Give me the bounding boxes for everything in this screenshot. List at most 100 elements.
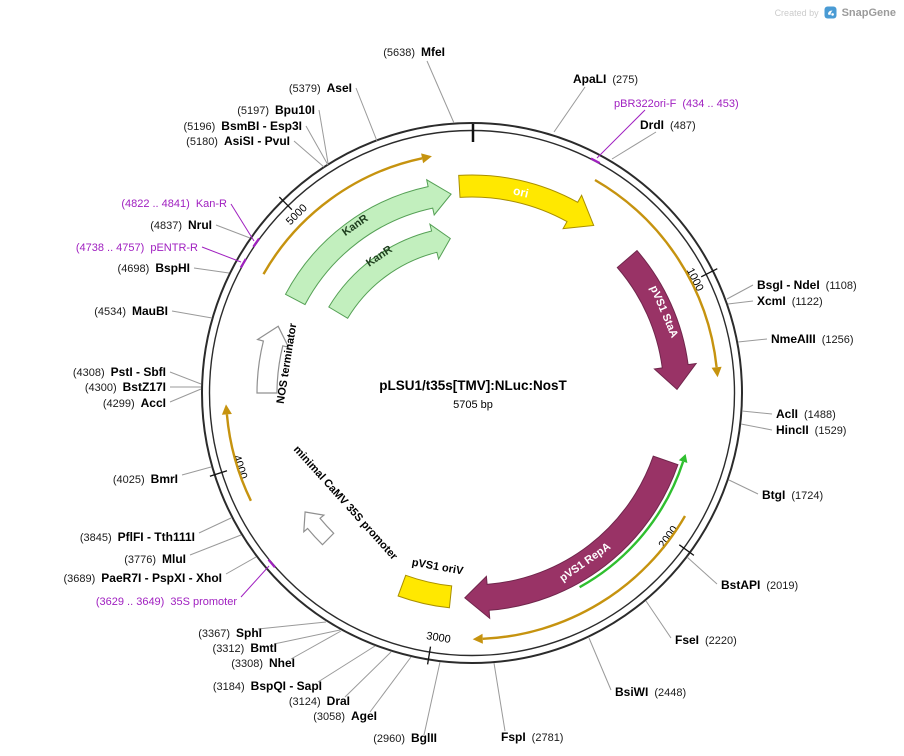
site-label-nhei[interactable]: (3308) NheI (231, 656, 295, 670)
gold-region-arcs (225, 157, 718, 640)
site-label-mfei[interactable]: (5638) MfeI (383, 45, 445, 59)
site-label-nmeaiii[interactable]: NmeAIII (1256) (771, 332, 853, 346)
site-label-agei[interactable]: (3058) AgeI (313, 709, 377, 723)
scale-tick-2000 (678, 544, 695, 556)
leader-line (305, 125, 329, 166)
primer-label-pentr-r[interactable]: (4738 .. 4757) pENTR-R (76, 242, 198, 254)
feature-pvs1-oriv[interactable] (397, 574, 453, 609)
leader-line (317, 645, 376, 683)
leader-line (257, 621, 327, 630)
site-label-fspi[interactable]: FspI (2781) (501, 730, 563, 744)
site-label-xcmi[interactable]: XcmI (1122) (757, 294, 823, 308)
site-label-bpu10i[interactable]: (5197) Bpu10I (237, 103, 315, 117)
site-label-bsiwi[interactable]: BsiWI (2448) (615, 685, 686, 699)
site-label-drdi[interactable]: DrdI (487) (640, 118, 696, 132)
primer-label-pbr322ori-f[interactable]: pBR322ori-F (434 .. 453) (614, 98, 739, 110)
gold-feature-arc-bottom[interactable] (482, 515, 687, 640)
feature-label-35s-promoter[interactable]: (3629 .. 3649) 35S promoter (96, 596, 237, 608)
primer-label-kan-r[interactable]: (4822 .. 4841) Kan-R (121, 198, 227, 210)
feature-label-ori[interactable]: ori (512, 184, 530, 201)
site-label-asei[interactable]: (5379) AseI (289, 81, 352, 95)
site-label-mlui[interactable]: (3776) MluI (124, 552, 186, 566)
leader-line (169, 371, 202, 385)
site-label-acci[interactable]: (4299) AccI (103, 396, 166, 410)
site-label-pflfi-tth111i[interactable]: (3845) PflFI - Tth111I (80, 530, 195, 544)
leader-line (290, 630, 342, 660)
green-feature-arc[interactable] (579, 461, 685, 589)
leader-line (369, 656, 412, 713)
site-label-psti-sbfi[interactable]: (4308) PstI - SbfI (73, 365, 166, 379)
feature-ori[interactable] (458, 174, 595, 230)
plasmid-title: pLSU1/t35s[TMV]:NLuc:NosT (379, 378, 567, 393)
feature-label-camv-promoter[interactable]: minimal CaMV 35S promoter (291, 444, 400, 563)
leader-line (171, 310, 213, 319)
leader-line (726, 284, 754, 300)
feature-pvs1-repa[interactable] (464, 455, 679, 620)
leader-line (737, 338, 768, 343)
site-label-nrui[interactable]: (4837) NruI (150, 218, 212, 232)
site-label-bglii[interactable]: (2960) BglII (373, 731, 437, 745)
site-label-bmri[interactable]: (4025) BmrI (113, 472, 178, 486)
site-label-bspqi-sapi[interactable]: (3184) BspQI - SapI (213, 679, 322, 693)
gold-feature-arc-right[interactable] (594, 178, 718, 368)
site-label-bstz17i[interactable]: (4300) BstZ17I (85, 380, 166, 394)
feature-camv-promoter-arrow[interactable] (303, 511, 335, 546)
leader-line (198, 517, 232, 534)
site-label-sphi[interactable]: (3367) SphI (198, 626, 262, 640)
leader-line (193, 267, 230, 274)
leader-line (741, 410, 773, 415)
leader-line (344, 651, 392, 698)
feature-kanr-inner[interactable] (328, 223, 451, 319)
site-label-paer7i-pspxi-xhoi[interactable]: (3689) PaeR7I - PspXI - XhoI (64, 571, 223, 585)
leader-line (355, 87, 378, 142)
primer-mark-pentr-r[interactable] (239, 258, 247, 269)
primer-mark-pbr322ori-f[interactable] (590, 157, 601, 165)
scale-tick-4000 (209, 470, 228, 477)
site-label-fsei[interactable]: FseI (2220) (675, 633, 737, 647)
site-label-maubi[interactable]: (4534) MauBI (94, 304, 168, 318)
site-label-acli[interactable]: AclI (1488) (776, 407, 836, 421)
feature-pvs1-staa[interactable] (616, 249, 698, 391)
site-label-drai[interactable]: (3124) DraI (289, 694, 350, 708)
site-label-asisi-pvui[interactable]: (5180) AsiSI - PvuI (186, 134, 290, 148)
gold-feature-arc-left[interactable] (225, 414, 252, 502)
gold-arrowhead-right (711, 366, 722, 378)
watermark: Created by SnapGene (775, 6, 896, 19)
site-label-bsgi-ndei[interactable]: BsgI - NdeI (1108) (757, 278, 857, 292)
leader-line (727, 300, 754, 305)
leader-line (686, 556, 718, 585)
leader-line (588, 637, 612, 691)
feature-label-pvs1-oriv[interactable]: pVS1 oriV (411, 557, 465, 578)
leader-line (189, 534, 242, 556)
leader-line (740, 423, 773, 431)
site-label-hincii[interactable]: HincII (1529) (776, 423, 846, 437)
leader-line (493, 662, 506, 732)
gold-arrowhead-left (221, 404, 232, 415)
site-label-bsmbi-esp3i[interactable]: (5196) BsmBI - Esp3I (184, 119, 303, 133)
leader-line (169, 388, 202, 403)
leader-line (423, 661, 441, 736)
feature-kanr-outer[interactable] (284, 178, 452, 306)
scale-tick-1000 (700, 268, 718, 278)
green-arc-arrowhead (678, 454, 688, 463)
feature-nos-terminator[interactable] (256, 325, 290, 394)
gold-arrowhead-upper-left (421, 153, 432, 164)
site-label-bsphi[interactable]: (4698) BspHI (118, 261, 190, 275)
leader-line (728, 479, 759, 495)
leader-line (645, 600, 672, 639)
site-label-bstapi[interactable]: BstAPI (2019) (721, 578, 798, 592)
site-label-btgi[interactable]: BtgI (1724) (762, 488, 823, 502)
leader-line (611, 131, 657, 160)
site-label-bmti[interactable]: (3312) BmtI (213, 641, 277, 655)
site-label-apali[interactable]: ApaLI (275) (573, 72, 638, 86)
leader-line (240, 565, 270, 598)
leader-line (293, 140, 325, 168)
feature-mark-35s-promoter[interactable] (267, 558, 276, 569)
backbone-outer-circle (201, 122, 743, 664)
primer-mark-kan-r[interactable] (252, 237, 260, 248)
gold-feature-arc-upper-left[interactable] (262, 157, 423, 275)
created-by-text: Created by (774, 7, 819, 18)
gold-arrowhead-bottom (472, 633, 483, 644)
